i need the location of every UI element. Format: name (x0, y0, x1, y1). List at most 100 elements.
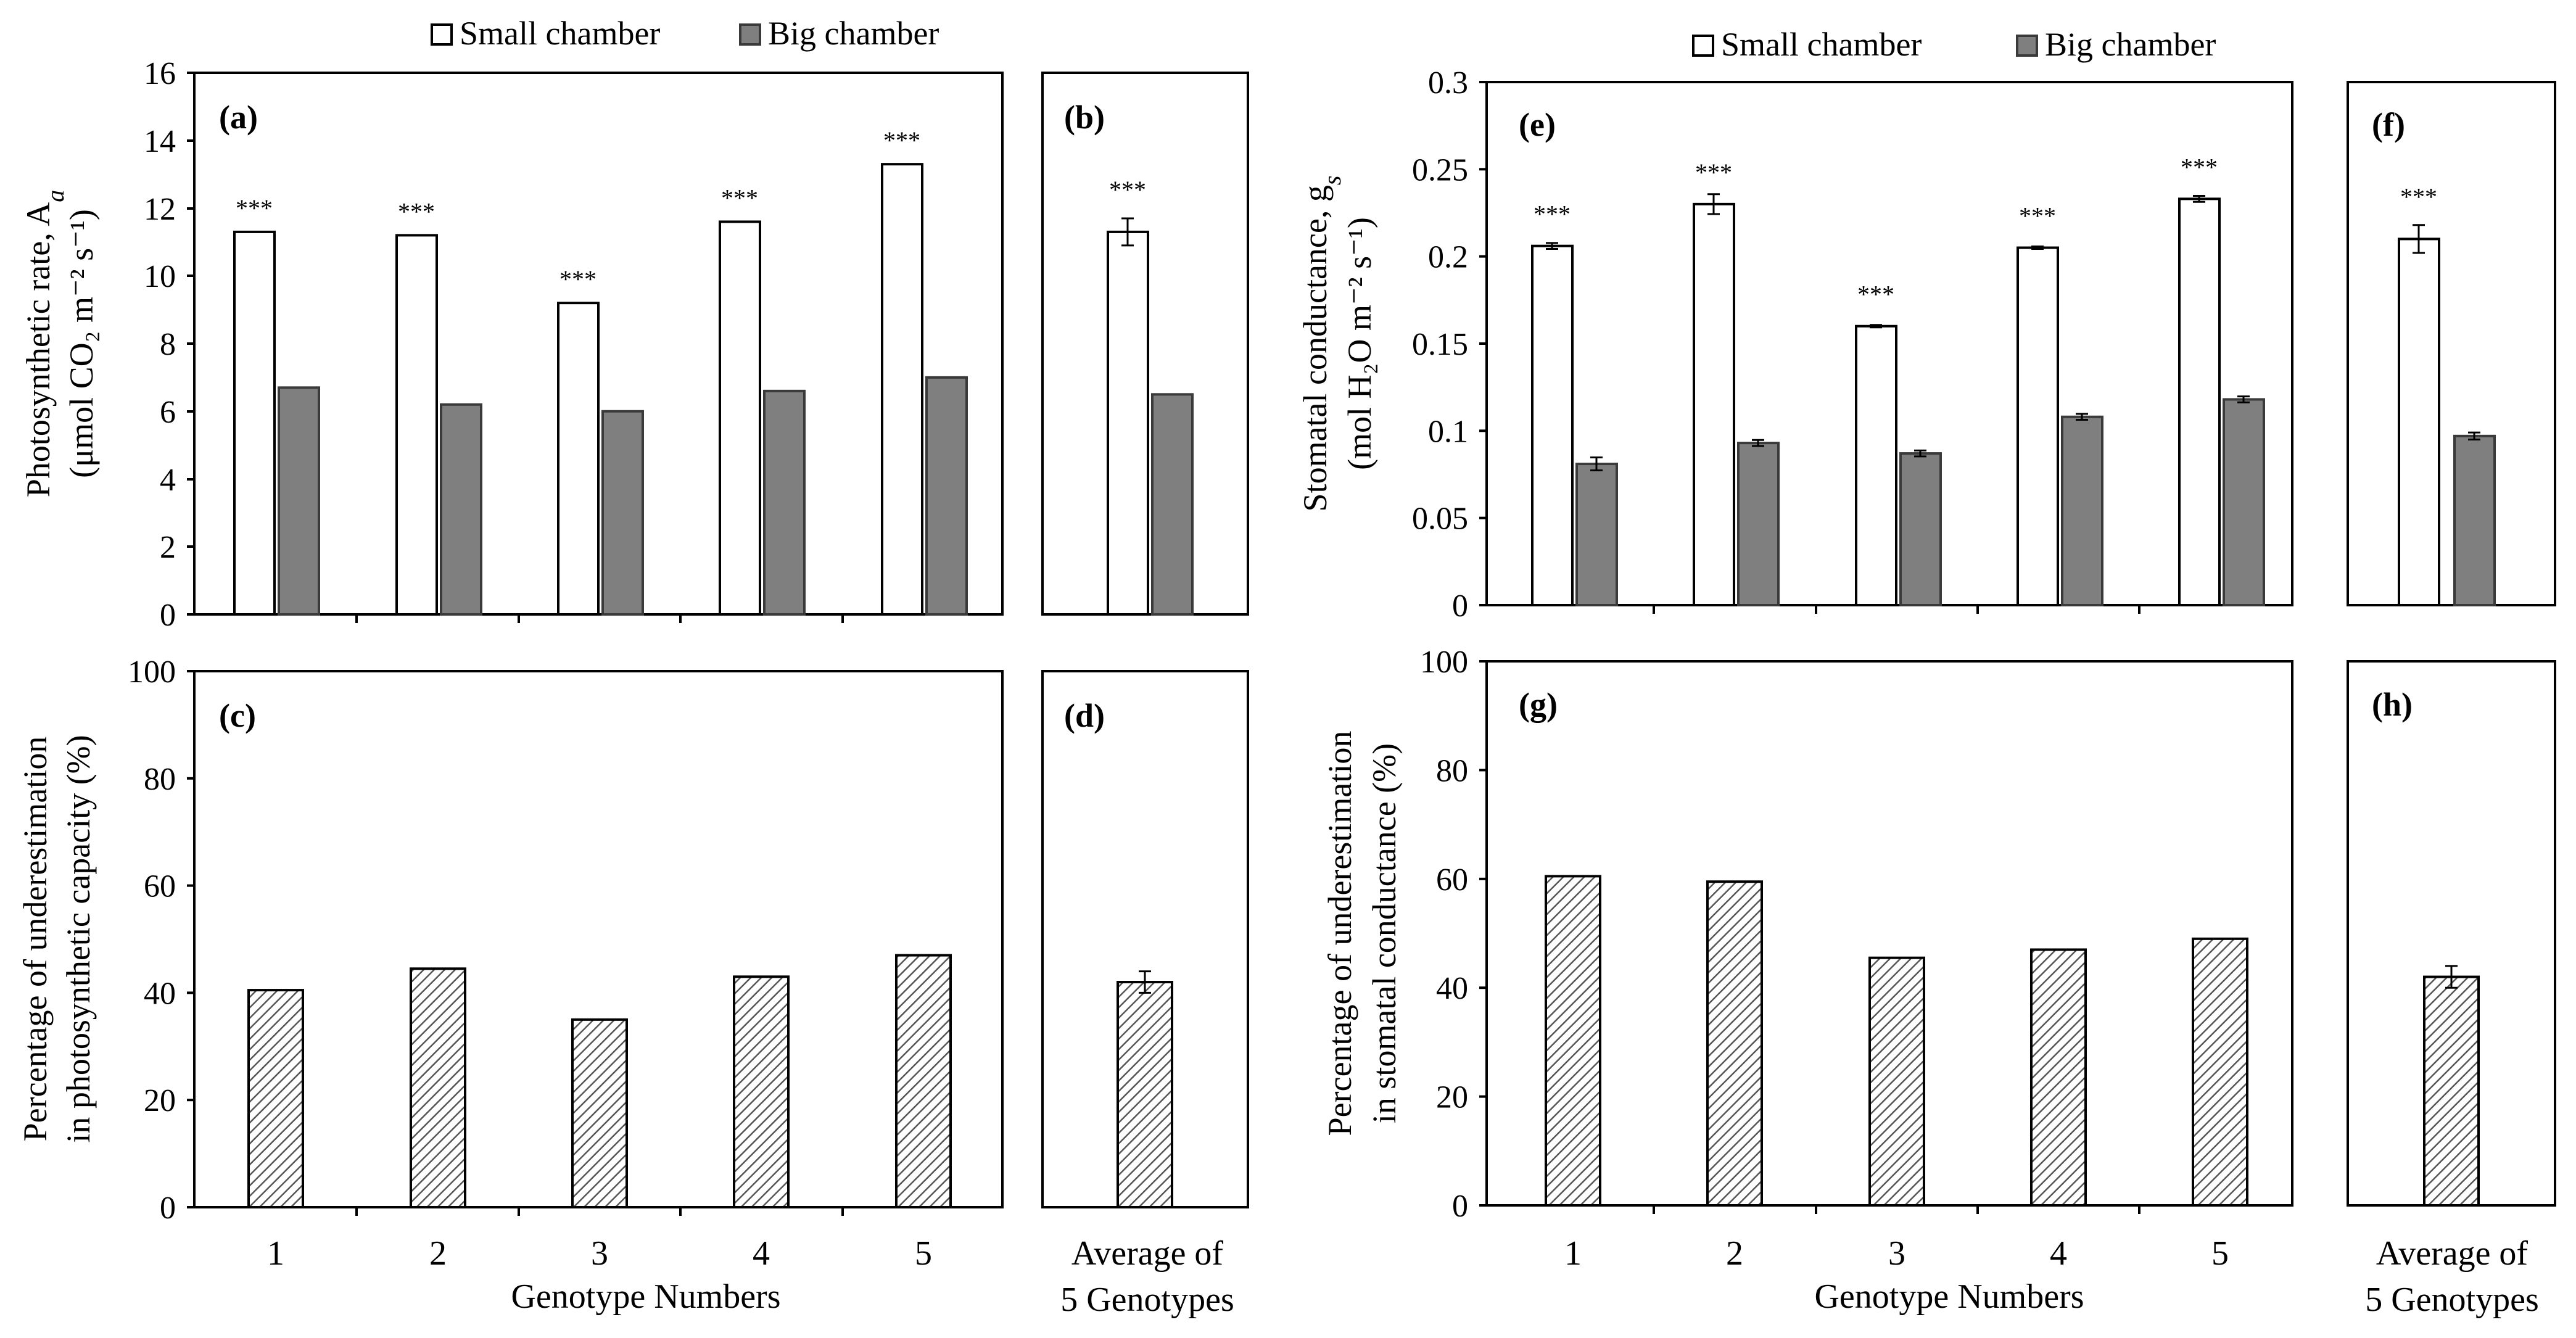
legend-small-label: Small chamber (1721, 26, 1922, 63)
bar-a-big-5 (925, 376, 968, 616)
y-tick-label-e: 0.3 (1428, 65, 1468, 101)
y-tick-label-e: 0.15 (1412, 327, 1468, 362)
sig-a-5: *** (883, 126, 920, 154)
legend-small-label: Small chamber (460, 15, 660, 52)
y-tick-label-c: 0 (160, 1191, 176, 1226)
y-tick-label-a: 14 (144, 124, 176, 159)
bar-a-small-2 (395, 234, 438, 616)
panel-b-label: (b) (1064, 99, 1105, 136)
avg-label-left-line2: 5 Genotypes (1060, 1281, 1234, 1319)
bar-a-big-3 (601, 410, 644, 616)
bar-a-small-5 (881, 163, 923, 616)
y-tick-label-c: 100 (128, 655, 176, 690)
y-tick-label-a: 2 (160, 530, 176, 565)
bar-e-big-5 (2223, 398, 2265, 606)
y-tick-label-a: 4 (160, 463, 176, 498)
sig-a-4: *** (721, 184, 758, 212)
legend-big-swatch (2016, 35, 2038, 57)
y-tick-label-g: 40 (1436, 971, 1468, 1006)
bar-b-big (1151, 393, 1194, 616)
x-tick-label-left-5: 5 (915, 1234, 932, 1273)
y-title-e-line1: Stomatal conductance, gs (1297, 176, 1346, 512)
x-axis-title-right: Genotype Numbers (1814, 1278, 2084, 1316)
bar-e-small-4 (2017, 246, 2059, 606)
y-tick-label-c: 60 (144, 869, 176, 904)
y-tick-label-c: 20 (144, 1083, 176, 1118)
bar-a-big-2 (440, 403, 482, 616)
sig-e-1: *** (1534, 200, 1571, 228)
bar-a-small-4 (719, 220, 761, 616)
legend-left: Small chamber Big chamber (431, 15, 939, 52)
x-tick-label-left-4: 4 (753, 1234, 770, 1273)
y-title-c-line1: Percentage of underestimation (17, 737, 54, 1142)
bar-c-4 (733, 975, 790, 1208)
bar-a-small-3 (557, 302, 600, 616)
panel-g-label: (g) (1519, 686, 1558, 723)
panel-c-label: (c) (219, 697, 256, 734)
y-tick-label-e: 0.1 (1428, 414, 1468, 449)
x-tick-label-left-2: 2 (429, 1234, 447, 1273)
x-tick-label-right-5: 5 (2211, 1234, 2229, 1273)
x-tick-label-right-2: 2 (1726, 1234, 1743, 1273)
x-tick-label-right-4: 4 (2050, 1234, 2067, 1273)
bar-e-big-1 (1575, 463, 1618, 606)
x-tick-label-left-3: 3 (591, 1234, 608, 1273)
sig-e-4: *** (2019, 202, 2056, 230)
y-tick-label-e: 0.25 (1412, 152, 1468, 188)
legend-small-swatch (431, 23, 453, 46)
x-axis-title-left: Genotype Numbers (511, 1278, 780, 1316)
bar-b-small (1107, 230, 1149, 616)
y-tick-label-g: 100 (1420, 645, 1468, 680)
bar-g-4 (2030, 948, 2087, 1207)
bar-c-2 (410, 967, 466, 1209)
panel-a-label: (a) (219, 99, 258, 136)
bar-d (1117, 981, 1173, 1209)
bar-e-big-3 (1899, 452, 1942, 607)
sig-a-1: *** (236, 194, 273, 222)
y-tick-label-c: 40 (144, 976, 176, 1011)
x-tick-label-right-3: 3 (1888, 1234, 1905, 1273)
bar-e-small-3 (1855, 324, 1897, 606)
avg-label-right-line1: Average of (2376, 1234, 2529, 1273)
y-title-g-line2: in stomatal conductance (%) (1366, 743, 1403, 1123)
panel-h-label: (h) (2372, 686, 2413, 723)
y-title-g-line1: Percentage of underestimation (1321, 731, 1358, 1136)
bar-f-big (2453, 434, 2496, 607)
y-title-a-line1: Photosynthetic rate, Aa (20, 190, 69, 497)
y-tick-label-a: 12 (144, 192, 176, 227)
bar-a-big-4 (763, 389, 806, 616)
legend-small-swatch (1692, 35, 1714, 57)
y-tick-label-g: 0 (1452, 1189, 1468, 1224)
bar-e-small-1 (1531, 244, 1574, 606)
x-tick-label-left-1: 1 (267, 1234, 284, 1273)
y-tick-label-g: 60 (1436, 862, 1468, 898)
sig-b: *** (1109, 176, 1146, 204)
y-tick-label-a: 0 (160, 598, 176, 633)
y-tick-label-a: 8 (160, 327, 176, 362)
legend-right: Small chamber Big chamber (1692, 26, 2216, 63)
legend-big-label: Big chamber (768, 15, 939, 52)
y-tick-label-e: 0.05 (1412, 502, 1468, 537)
bar-a-small-1 (233, 230, 276, 616)
bar-g-3 (1868, 956, 1925, 1207)
panel-e-label: (e) (1519, 106, 1556, 143)
bar-g-5 (2192, 937, 2248, 1207)
bar-c-5 (895, 954, 952, 1208)
bar-a-big-1 (278, 386, 320, 616)
y-tick-label-a: 10 (144, 259, 176, 294)
panel-f-label: (f) (2372, 106, 2405, 143)
bar-h (2423, 975, 2480, 1207)
sig-e-5: *** (2181, 153, 2218, 181)
x-tick-label-right-1: 1 (1564, 1234, 1582, 1273)
y-title-e-line2: (mol H₂O m⁻² s⁻¹) (1341, 217, 1378, 470)
bar-e-small-2 (1693, 202, 1735, 607)
y-tick-label-e: 0 (1452, 588, 1468, 624)
legend-big-label: Big chamber (2045, 26, 2216, 63)
sig-a-3: *** (559, 265, 597, 293)
bar-g-2 (1706, 880, 1763, 1207)
y-tick-label-g: 20 (1436, 1080, 1468, 1115)
y-tick-label-a: 6 (160, 395, 176, 430)
bar-g-1 (1545, 875, 1601, 1207)
